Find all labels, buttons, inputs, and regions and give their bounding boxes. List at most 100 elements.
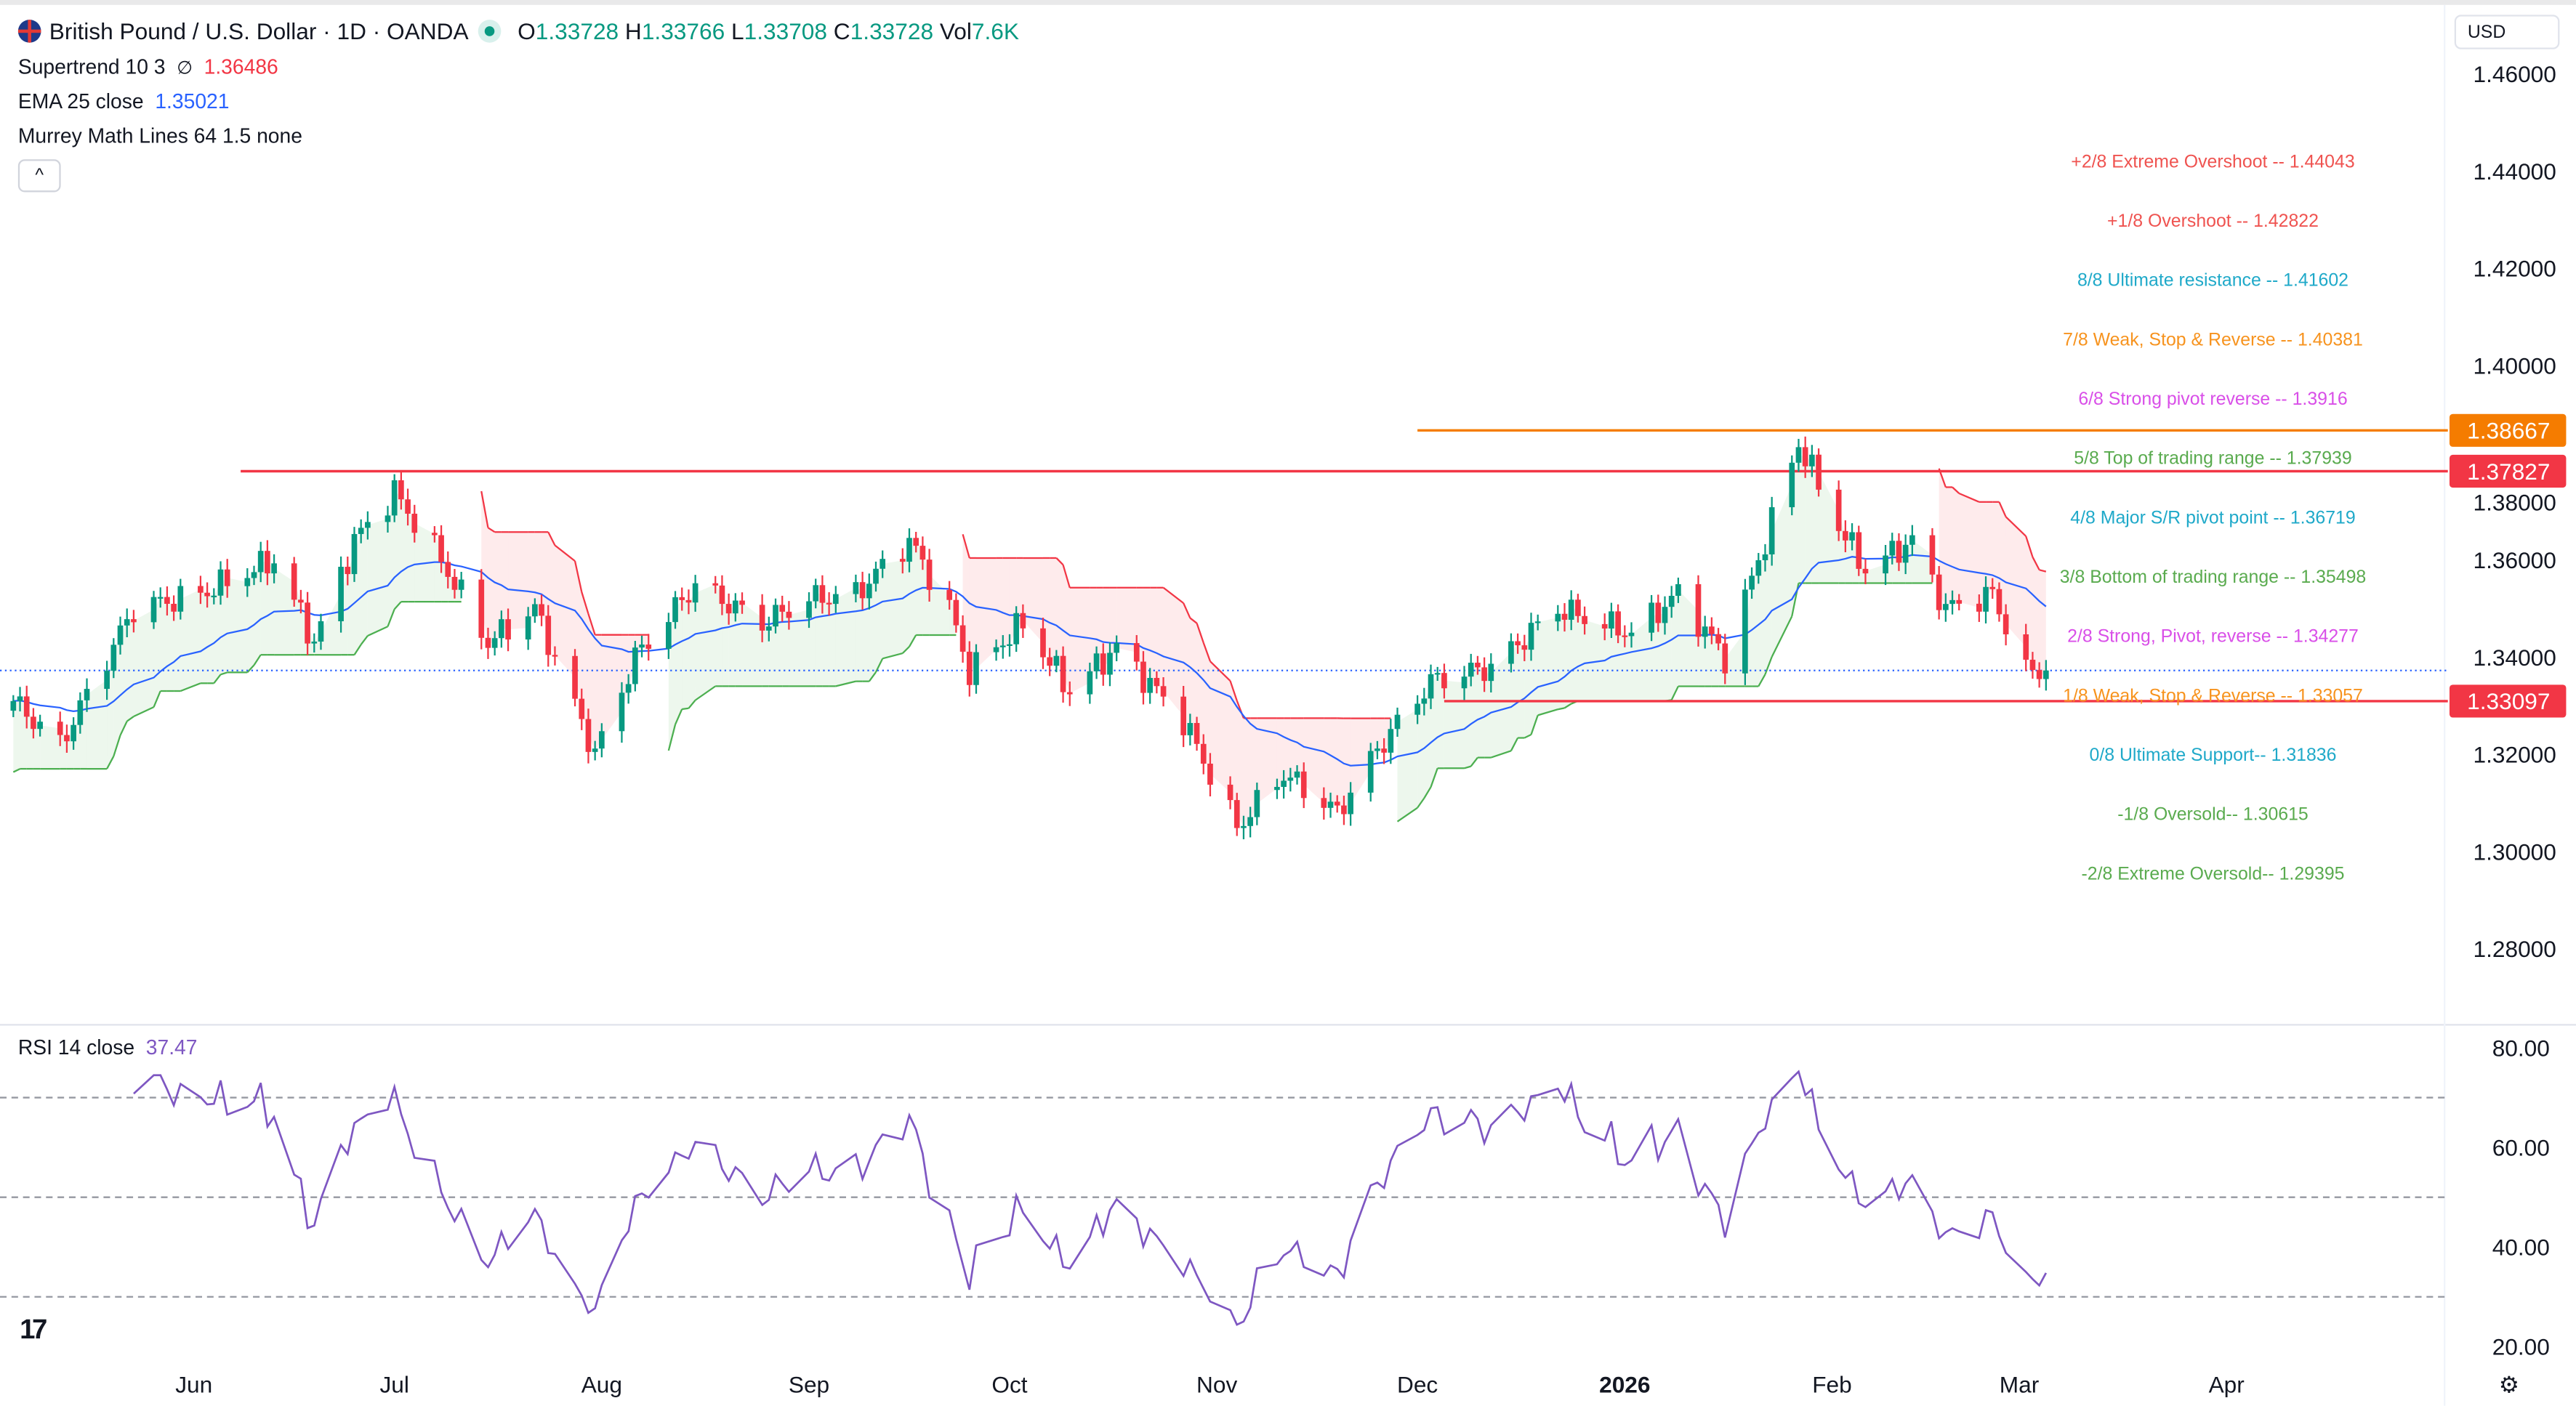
candle-body bbox=[150, 597, 157, 623]
candle-body bbox=[579, 698, 585, 719]
supertrend-fill-segment bbox=[722, 594, 729, 687]
candle-body bbox=[859, 582, 866, 599]
supertrend-segment bbox=[573, 560, 583, 592]
candle-body bbox=[1488, 663, 1494, 682]
candle-body bbox=[759, 605, 765, 631]
candle-body bbox=[31, 716, 36, 730]
candle-body bbox=[1862, 568, 1869, 574]
supertrend-fill-segment bbox=[1819, 472, 1839, 583]
supertrend-fill-segment bbox=[1585, 620, 1605, 701]
supertrend-segment bbox=[694, 685, 716, 701]
symbol-title[interactable]: British Pound / U.S. Dollar · 1D · OANDA bbox=[49, 17, 469, 45]
supertrend-fill-segment bbox=[13, 698, 20, 772]
murrey-level-label: 1/8 Weak, Stop & Reverse -- 1.33057 bbox=[2063, 685, 2363, 706]
candle-body bbox=[665, 622, 672, 649]
rsi-line bbox=[133, 1070, 2048, 1326]
horizontal-lines[interactable]: 1.38667 1.37827 1.33097 bbox=[241, 413, 2567, 718]
candle-body bbox=[739, 600, 745, 605]
supertrend-fill-segment bbox=[1470, 665, 1478, 767]
candle-body bbox=[1087, 671, 1093, 695]
supertrend-fill-segment bbox=[1464, 669, 1471, 769]
supertrend-segment bbox=[106, 756, 115, 769]
supertrend-value: 1.36486 bbox=[204, 55, 278, 79]
supertrend-fill-segment bbox=[86, 679, 108, 769]
candle-body bbox=[1615, 611, 1621, 636]
candle-body bbox=[1695, 583, 1702, 637]
rsi-legend[interactable]: RSI 14 close 37.47 bbox=[18, 1036, 198, 1059]
candle-body bbox=[291, 563, 297, 600]
ema-legend[interactable]: EMA 25 close 1.35021 bbox=[18, 90, 230, 113]
rsi-label: RSI 14 close bbox=[17, 1036, 135, 1059]
candle-body bbox=[993, 647, 999, 653]
supertrend-fill-segment bbox=[1203, 642, 1210, 775]
supertrend-fill-segment bbox=[909, 541, 917, 647]
time-axis[interactable]: Jun Jul Aug Sep Oct Nov Dec 2026 Feb Mar Apr bbox=[175, 1372, 2245, 1398]
candle-body bbox=[1709, 626, 1715, 634]
candle-body bbox=[1274, 786, 1280, 791]
candle-body bbox=[532, 604, 538, 617]
supertrend-fill-segment bbox=[1571, 607, 1578, 704]
candle-body bbox=[385, 515, 391, 522]
supertrend-fill-segment bbox=[1424, 686, 1431, 799]
candle-body bbox=[1575, 599, 1581, 616]
supertrend-fill-segment bbox=[816, 593, 823, 687]
supertrend-fill-segment bbox=[1537, 617, 1558, 716]
candle-body bbox=[177, 586, 184, 612]
supertrend-fill-segment bbox=[1651, 613, 1659, 701]
open-label: O bbox=[518, 17, 536, 45]
tradingview-logo[interactable]: 17 bbox=[20, 1314, 47, 1346]
murrey-level-label: +2/8 Extreme Overshoot -- 1.44043 bbox=[2071, 151, 2354, 171]
rsi-pane: 80.00 60.00 40.00 20.00 bbox=[0, 1035, 2550, 1360]
candle-body bbox=[1883, 555, 1888, 574]
candle-body bbox=[1060, 655, 1066, 692]
supertrend-fill-segment bbox=[742, 602, 762, 687]
supertrend-fill-segment bbox=[401, 490, 408, 602]
supertrend-fill-segment bbox=[1577, 607, 1585, 701]
supertrend-fill-segment bbox=[200, 589, 208, 684]
candle-body bbox=[37, 722, 43, 730]
candle-body bbox=[265, 551, 270, 574]
candle-body bbox=[959, 625, 966, 652]
price-tick-label: 1.30000 bbox=[2474, 839, 2556, 865]
symbol-legend[interactable]: British Pound / U.S. Dollar · 1D · OANDA… bbox=[17, 17, 1019, 45]
supertrend-fill-segment bbox=[321, 594, 342, 655]
rsi-tick-label: 40.00 bbox=[2492, 1235, 2550, 1261]
supertrend-fill-segment bbox=[882, 560, 903, 659]
candle-body bbox=[1053, 655, 1060, 666]
supertrend-fill-segment bbox=[1444, 680, 1465, 769]
price-tick-label: 1.32000 bbox=[2474, 742, 2556, 768]
candle-body bbox=[10, 700, 17, 711]
murrey-level-label: -2/8 Extreme Oversold-- 1.29395 bbox=[2081, 863, 2344, 884]
candle-body bbox=[244, 578, 251, 586]
murrey-legend[interactable]: Murrey Math Lines 64 1.5 none bbox=[18, 125, 302, 148]
candle-body bbox=[1668, 595, 1675, 607]
supertrend-segment bbox=[1183, 602, 1191, 619]
gear-icon[interactable]: ⚙ bbox=[2498, 1371, 2520, 1398]
supertrend-legend[interactable]: Supertrend 10 3 ∅ 1.36486 bbox=[18, 56, 278, 79]
candle-body bbox=[572, 655, 578, 699]
low-label: L bbox=[731, 17, 744, 45]
supertrend-fill-segment bbox=[1939, 468, 1946, 607]
murrey-level-label: 0/8 Ultimate Support-- 1.31836 bbox=[2090, 745, 2337, 765]
supertrend-fill-segment bbox=[1912, 540, 1933, 583]
supertrend-fill-segment bbox=[555, 545, 576, 678]
currency-selector[interactable]: USD bbox=[2454, 15, 2560, 49]
candle-body bbox=[1334, 801, 1340, 806]
supertrend-fill-segment bbox=[975, 557, 997, 669]
candle-body bbox=[539, 604, 544, 616]
candle-body bbox=[545, 615, 552, 655]
supertrend-fill-segment bbox=[1658, 613, 1665, 701]
price-axis[interactable]: 1.46000 1.44000 1.42000 1.40000 1.38000 1.360… bbox=[2474, 61, 2556, 962]
low-value: 1.33708 bbox=[744, 17, 828, 45]
supertrend-fill-segment bbox=[207, 594, 214, 684]
collapse-legend-button[interactable]: ^ bbox=[17, 159, 61, 193]
supertrend-fill-segment bbox=[1023, 557, 1043, 643]
supertrend-fill-segment bbox=[1002, 557, 1010, 647]
supertrend-fill-segment bbox=[1297, 718, 1304, 785]
supertrend-fill-segment bbox=[1959, 493, 1979, 608]
supertrend-fill-segment bbox=[1671, 589, 1678, 700]
supertrend-fill-segment bbox=[1196, 623, 1204, 754]
candle-body bbox=[131, 619, 137, 623]
